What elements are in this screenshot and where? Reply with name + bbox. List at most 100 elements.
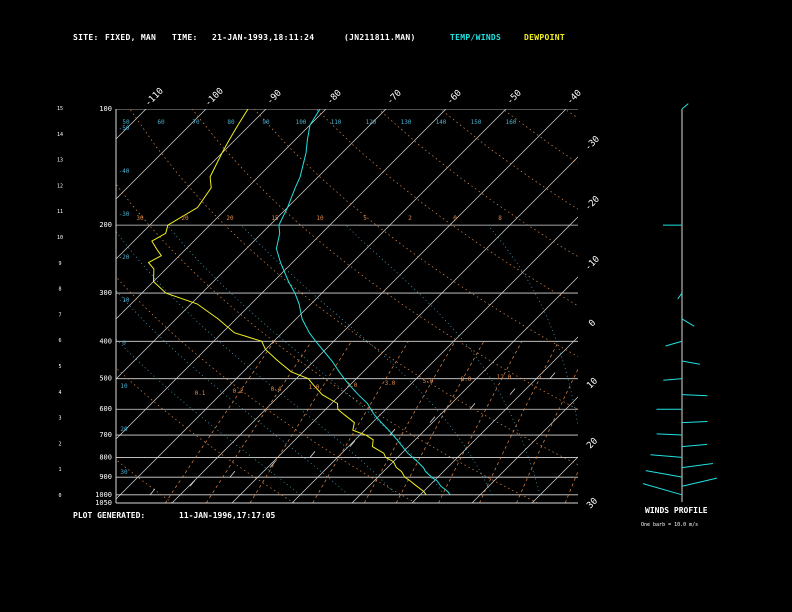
temp-tick-right-g-0: 0 — [587, 318, 598, 329]
height-tick-15: 15 — [57, 106, 63, 112]
isotherm-20 — [531, 456, 578, 503]
dry-adiabat-label-6: 10 — [120, 383, 128, 390]
dry-adiabat-label-3: -20 — [119, 254, 130, 261]
dry-adiabat-410 — [440, 109, 578, 210]
temp-trace — [275, 109, 451, 496]
dry-adiabat-label-1: -40 — [119, 168, 130, 175]
temp-tick-right-30: 30 — [585, 496, 600, 511]
height-tick-3: 3 — [58, 416, 61, 422]
isotherm-40 — [652, 109, 792, 503]
pressure-tick-400: 400 — [99, 337, 112, 345]
isotherm--60 — [116, 109, 447, 440]
site-value: FIXED, MAN — [105, 33, 157, 42]
height-tick-0: 0 — [58, 493, 61, 499]
dry-adiabat-470 — [627, 109, 792, 503]
height-tick-10: 10 — [57, 235, 63, 241]
mixing-ratio-label-2: 0.4 — [271, 386, 282, 393]
isotherm-10 — [471, 396, 578, 503]
wind-barb-1000 — [642, 483, 683, 496]
moist-adiabat-28 — [487, 224, 578, 427]
mini-barb-5 — [349, 440, 356, 447]
theta-e-label-3: 15 — [271, 215, 279, 222]
dry-adiabat-label-4: -10 — [119, 297, 130, 304]
wind-barb-950 — [681, 477, 718, 487]
isotherm--80 — [116, 109, 327, 320]
wind-barb-100 — [681, 103, 689, 110]
height-tick-4: 4 — [58, 390, 61, 396]
temp-tick-top-g--80: -80 — [325, 88, 344, 107]
moist-adiabat-label-8: 130 — [401, 119, 412, 126]
height-tick-2: 2 — [58, 441, 61, 447]
isotherm--70 — [116, 109, 387, 380]
dry-adiabat-230 — [116, 459, 173, 503]
theta-e-label-0: 30 — [136, 215, 144, 222]
mini-barb-3 — [269, 461, 276, 468]
temp-tick-right-0: 0 — [587, 318, 598, 329]
isotherm--120 — [0, 109, 86, 503]
pressure-tick-300: 300 — [99, 289, 112, 297]
temp-tick-top-g--100: -100 — [203, 86, 225, 108]
moist-adiabat-label-0: 50 — [122, 119, 130, 126]
dry-adiabat-310 — [129, 109, 578, 466]
plot-generated-value: 11-JAN-1996,17:17:05 — [179, 511, 276, 520]
mixing-ratio-label-0: 0.1 — [195, 390, 206, 397]
temp-tick-top--110: -110 — [143, 86, 165, 108]
height-tick-6: 6 — [58, 338, 61, 344]
mixing-ratio-label-4: 2.0 — [347, 382, 358, 389]
pressure-tick-100: 100 — [99, 105, 112, 113]
isotherm--30 — [231, 156, 578, 503]
height-tick-9: 9 — [58, 261, 61, 267]
mixing-ratio-label-7: 8.0 — [461, 376, 472, 383]
time-label: TIME: — [172, 33, 198, 42]
height-tick-11: 11 — [57, 209, 63, 215]
pressure-tick-600: 600 — [99, 405, 112, 413]
dry-adiabat-290 — [116, 183, 538, 503]
height-tick-7: 7 — [58, 312, 61, 318]
dry-adiabat-370 — [315, 109, 578, 307]
temp-tick-right-g-10: 10 — [585, 376, 600, 391]
moist-adiabat-label-7: 120 — [366, 119, 377, 126]
mini-barb-0 — [149, 488, 156, 496]
temp-tick-right-g-30: 30 — [585, 496, 600, 511]
winds-profile-note: One barb = 10.0 m/s — [641, 522, 699, 528]
mixing-ratio-2 — [363, 341, 456, 503]
dry-adiabat-250 — [116, 367, 295, 503]
wind-barb-350 — [681, 318, 695, 327]
mixing-ratio-0.2 — [205, 341, 312, 503]
isotherm--90 — [116, 109, 267, 260]
time-value: 21-JAN-1993,18:11:24 — [212, 33, 315, 42]
wind-barb-800 — [650, 454, 683, 458]
wind-barb-400 — [665, 340, 683, 347]
mini-barb-8 — [469, 402, 476, 410]
moist-adiabat-label-1: 60 — [157, 119, 165, 126]
mixing-ratio-label-5: 3.0 — [385, 380, 396, 387]
mini-barb-6 — [389, 428, 396, 436]
pressure-tick-900: 900 — [99, 473, 112, 481]
theta-e-label-8: 8 — [498, 215, 502, 222]
temp-tick-right-g-20: 20 — [585, 436, 600, 451]
mixing-ratio-3 — [395, 341, 485, 503]
isotherm--20 — [291, 216, 578, 503]
wind-barb-450 — [681, 360, 700, 365]
dry-adiabat-label-5: 0 — [122, 340, 126, 347]
mini-barb-10 — [549, 372, 556, 379]
dry-adiabat-label-0: -50 — [119, 125, 130, 132]
pressure-tick-1000: 1000 — [95, 491, 112, 499]
temp-tick-right-g--10: -10 — [583, 254, 602, 273]
mixing-ratio-label-8: 12.0 — [497, 374, 512, 381]
height-tick-8: 8 — [58, 287, 61, 293]
height-tick-5: 5 — [58, 364, 61, 370]
dry-adiabat-350 — [253, 109, 578, 357]
temp-tick-top-g--60: -60 — [445, 88, 464, 107]
dry-adiabat-label-8: 30 — [120, 469, 128, 476]
theta-e-label-1: 20 — [181, 215, 189, 222]
theta-e-label-7: 0 — [453, 215, 457, 222]
isotherm-0 — [411, 336, 578, 503]
temp-tick-top--90: -90 — [265, 88, 284, 107]
temp-tick-top--70: -70 — [385, 88, 404, 107]
mixing-ratio-label-1: 0.2 — [233, 388, 244, 395]
mixing-ratio-12 — [516, 368, 578, 503]
height-tick-1: 1 — [58, 467, 61, 473]
theta-e-label-5: 5 — [363, 215, 367, 222]
